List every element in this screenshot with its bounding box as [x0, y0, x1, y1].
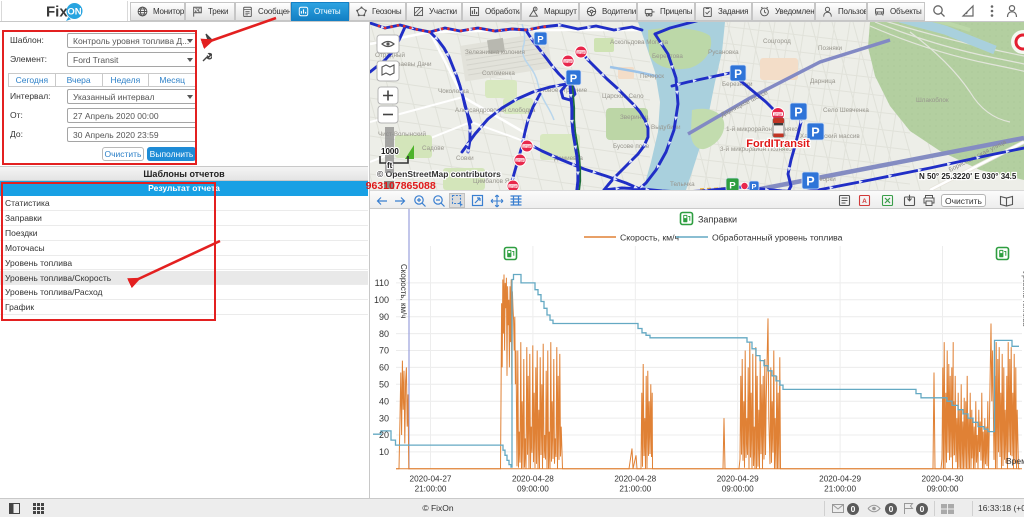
svg-text:P: P [811, 126, 819, 140]
svg-text:Зверинец: Зверинец [620, 114, 649, 121]
svg-text:STOP: STOP [523, 144, 531, 148]
svg-text:1-й микрорайон Позняков: 1-й микрорайон Позняков [726, 125, 802, 133]
svg-text:Царское Село: Царское Село [602, 93, 644, 100]
svg-text:20: 20 [379, 430, 389, 440]
svg-text:2020-04-28: 2020-04-28 [512, 475, 554, 484]
svg-text:2020-04-28: 2020-04-28 [614, 475, 656, 484]
svg-text:2020-04-29: 2020-04-29 [819, 475, 861, 484]
svg-text:1000: 1000 [381, 147, 399, 156]
svg-text:10: 10 [379, 447, 389, 457]
svg-text:Fix: Fix [46, 4, 68, 21]
svg-text:Обработанный уровень топлива: Обработанный уровень топлива [712, 233, 843, 243]
svg-text:STOP: STOP [577, 50, 585, 54]
svg-text:90: 90 [379, 312, 389, 322]
svg-text:P: P [570, 73, 578, 85]
svg-text:110: 110 [375, 278, 389, 288]
svg-text:Время: Время [1006, 456, 1024, 466]
svg-text:P: P [794, 106, 802, 120]
svg-text:© OpenStreetMap contributors: © OpenStreetMap contributors [377, 169, 501, 179]
svg-text:STOP: STOP [509, 184, 517, 188]
svg-text:Позняки: Позняки [818, 45, 842, 52]
svg-text:Село Шевченка: Село Шевченка [823, 107, 869, 114]
svg-text:Уровень топлива: Уровень топлива [1021, 271, 1024, 326]
svg-text:A: A [862, 198, 867, 205]
svg-text:Аскольдова Могила: Аскольдова Могила [610, 39, 669, 46]
svg-text:N 50° 25.3220' E 030° 34.5: N 50° 25.3220' E 030° 34.5 [919, 172, 1017, 181]
svg-text:Шлакоблок: Шлакоблок [916, 96, 949, 104]
svg-text:21:00:00: 21:00:00 [824, 485, 856, 494]
svg-text:P: P [752, 182, 757, 190]
svg-text:Демиевка: Демиевка [554, 155, 583, 162]
svg-text:Чоколовка: Чоколовка [438, 88, 469, 95]
svg-text:Соцгород: Соцгород [763, 38, 791, 45]
svg-text:09:00:00: 09:00:00 [722, 485, 754, 494]
svg-text:Чист-Волынский: Чист-Волынский [378, 130, 427, 138]
svg-text:Совки: Совки [456, 155, 474, 162]
svg-text:STOP: STOP [516, 158, 524, 162]
svg-text:60: 60 [379, 363, 389, 373]
svg-text:Соломенка: Соломенка [482, 70, 515, 77]
svg-text:Харьковский массив: Харьковский массив [800, 132, 860, 140]
svg-text:21:00:00: 21:00:00 [619, 485, 651, 494]
svg-text:Печерск: Печерск [640, 73, 664, 80]
svg-text:Осокорки: Осокорки [808, 176, 836, 183]
svg-text:Дарница: Дарница [810, 78, 836, 85]
svg-text:Русановка: Русановка [708, 49, 739, 56]
svg-text:Выдубичи: Выдубичи [651, 123, 681, 131]
svg-text:Телычка: Телычка [670, 181, 695, 188]
svg-text:21:00:00: 21:00:00 [415, 485, 447, 494]
svg-text:2020-04-27: 2020-04-27 [410, 475, 452, 484]
svg-text:ft: ft [387, 161, 393, 170]
svg-text:Бусове поле: Бусове поле [613, 143, 650, 150]
svg-text:Садове: Садове [422, 145, 445, 152]
svg-text:Цимбалов Яр: Цимбалов Яр [473, 177, 513, 185]
svg-text:2020-04-30: 2020-04-30 [922, 475, 964, 484]
svg-text:Скорость, км/ч: Скорость, км/ч [399, 264, 408, 318]
svg-text:STOP: STOP [774, 112, 782, 116]
svg-text:Новое строение: Новое строение [540, 87, 588, 94]
svg-text:Александровская слободка: Александровская слободка [455, 106, 536, 114]
svg-text:FordITransit: FordITransit [746, 138, 810, 150]
svg-text:70: 70 [379, 346, 389, 356]
svg-text:09:00:00: 09:00:00 [517, 485, 549, 494]
svg-text:Скорость, км/ч: Скорость, км/ч [620, 233, 679, 243]
svg-text:P: P [734, 67, 742, 81]
svg-text:3-й микрорайон Позняков: 3-й микрорайон Позняков [720, 145, 796, 153]
svg-text:100: 100 [374, 295, 389, 305]
svg-text:40: 40 [379, 396, 389, 406]
svg-text:P: P [806, 175, 814, 189]
svg-text:Зелезнична колония: Зелезнична колония [465, 49, 525, 56]
svg-text:80: 80 [379, 329, 389, 339]
svg-text:2020-04-29: 2020-04-29 [717, 475, 759, 484]
svg-text:09:00:00: 09:00:00 [927, 485, 959, 494]
svg-text:P: P [729, 180, 736, 190]
svg-text:Караваевы Дачи: Караваевы Дачи [383, 61, 432, 68]
svg-text:P: P [537, 34, 544, 45]
svg-text:50: 50 [379, 380, 389, 390]
svg-text:30: 30 [379, 413, 389, 423]
svg-text:Заправки: Заправки [698, 215, 737, 225]
svg-text:Березняки: Березняки [722, 81, 753, 88]
svg-text:STOP: STOP [564, 59, 572, 63]
svg-text:ON: ON [67, 7, 81, 18]
